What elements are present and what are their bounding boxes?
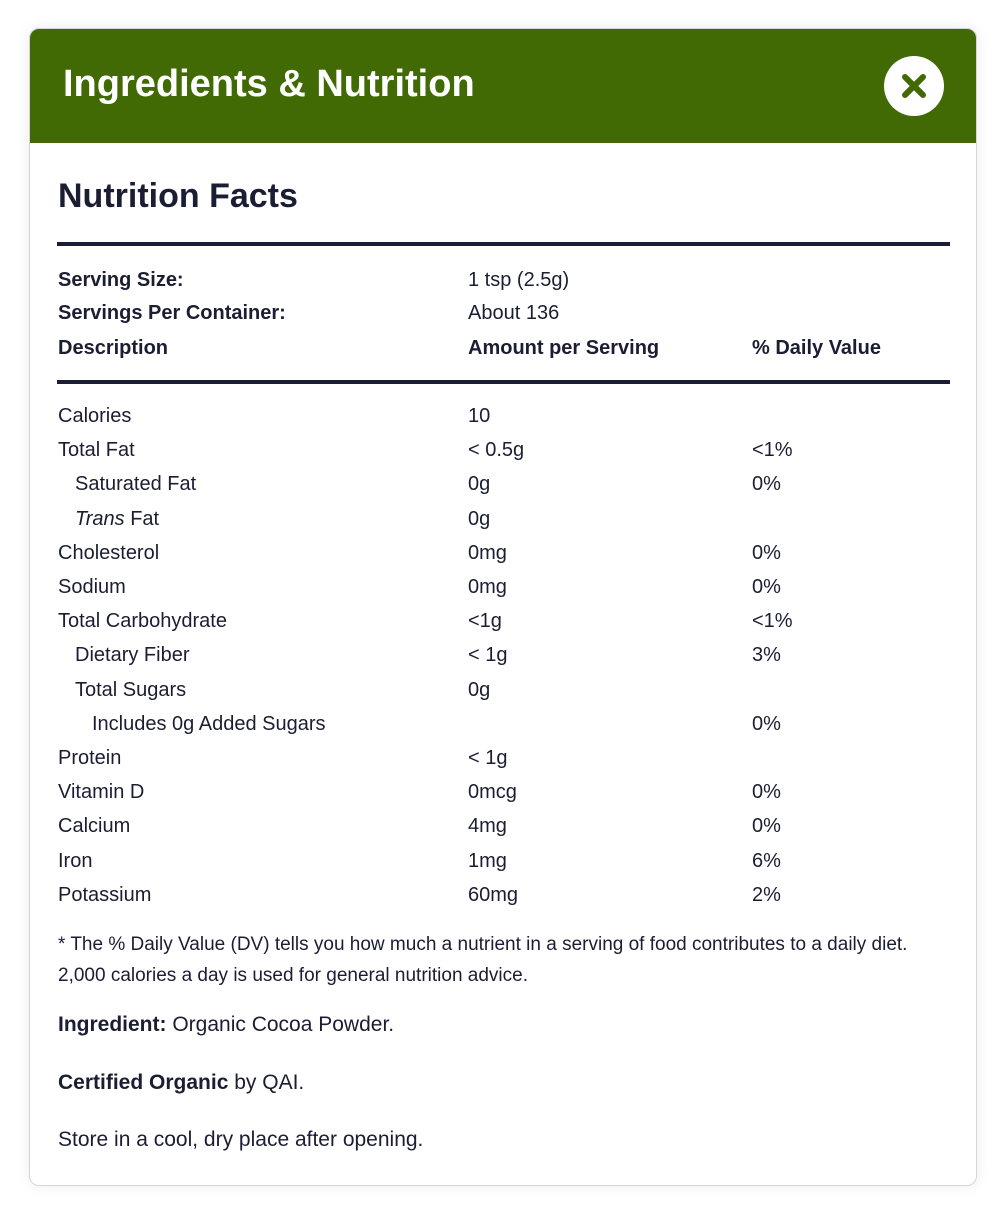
nutrient-amount: 4mg <box>468 815 507 838</box>
column-header: Description <box>58 337 169 359</box>
nutrient-label: Sodium <box>58 576 126 598</box>
column-header: % Daily Value <box>752 337 881 359</box>
nutrient-label: Protein <box>58 747 122 769</box>
nutrient-daily-value: 0% <box>752 781 781 804</box>
close-icon <box>902 74 926 98</box>
nutrient-label: Vitamin D <box>58 781 145 804</box>
nutrient-daily-value: 0% <box>752 815 781 838</box>
ingredient-label: Ingredient: <box>58 1013 167 1036</box>
nutrient-amount: 0g <box>468 678 491 701</box>
nutrient-daily-value: <1% <box>752 439 793 462</box>
column-header: Amount per Serving <box>468 337 660 359</box>
close-button[interactable] <box>884 56 944 116</box>
nutrient-amount: 0g <box>468 507 491 530</box>
nutrient-label: Calcium <box>58 815 131 838</box>
nutrition-panel: Ingredients & Nutrition Nutrition Facts … <box>29 28 977 1186</box>
nutrient-label: Trans Fat <box>75 507 159 531</box>
nutrient-amount: 0mg <box>468 541 507 564</box>
servings-label: Servings Per Container: <box>58 302 286 324</box>
panel-header: Ingredients & Nutrition <box>30 29 976 143</box>
ingredient-text: Organic Cocoa Powder. <box>172 1013 395 1036</box>
nutrient-label: Potassium <box>58 883 152 906</box>
panel-title: Ingredients & Nutrition <box>63 63 475 105</box>
nutrient-daily-value: 0% <box>752 541 781 564</box>
nutrient-daily-value: <1% <box>752 610 793 633</box>
divider <box>57 242 950 246</box>
nutrient-amount: 1mg <box>468 849 507 872</box>
storage-note: Store in a cool, dry place after opening… <box>58 1128 424 1151</box>
certification: Certified Organic by QAI. <box>58 1071 304 1095</box>
serving-size-value: 1 tsp (2.5g) <box>468 269 570 291</box>
servings-value: About 136 <box>468 302 560 324</box>
nutrient-label: Cholesterol <box>58 541 160 564</box>
nutrient-amount: <1g <box>468 610 502 633</box>
divider <box>57 380 950 384</box>
nutrient-label-text: Fat <box>130 507 160 530</box>
serving-size-label: Serving Size: <box>58 269 184 291</box>
nutrient-amount: 0mcg <box>468 781 517 804</box>
nutrient-label: Dietary Fiber <box>75 644 190 667</box>
nutrient-daily-value: 2% <box>752 883 781 906</box>
nutrient-amount: < 1g <box>468 747 508 769</box>
nutrient-daily-value: 0% <box>752 473 781 496</box>
nutrient-amount: < 1g <box>468 644 508 667</box>
ingredient: Ingredient: Organic Cocoa Powder. <box>58 1013 394 1037</box>
nutrient-label: Total Fat <box>58 439 135 462</box>
certified-label: Certified Organic <box>58 1071 229 1094</box>
certified-text: by QAI. <box>234 1071 305 1094</box>
nutrient-daily-value: 0% <box>752 576 781 598</box>
nutrient-daily-value: 0% <box>752 712 781 735</box>
footnote: * The % Daily Value (DV) tells you how m… <box>58 934 908 986</box>
nutrient-daily-value: 3% <box>752 644 781 667</box>
nutrient-label-italic: Trans <box>75 507 125 530</box>
nutrient-amount: 0g <box>468 473 491 496</box>
nutrient-label: Calories <box>58 405 132 427</box>
nutrient-label: Includes 0g Added Sugars <box>92 712 326 735</box>
nutrient-label: Total Carbohydrate <box>58 610 227 633</box>
nutrient-label: Total Sugars <box>75 678 187 701</box>
section-title: Nutrition Facts <box>58 177 298 215</box>
nutrient-amount: 10 <box>468 405 491 427</box>
nutrient-daily-value: 6% <box>752 849 781 872</box>
nutrient-label: Iron <box>58 849 93 872</box>
nutrient-amount: 60mg <box>468 883 519 906</box>
nutrient-amount: < 0.5g <box>468 439 525 462</box>
nutrient-amount: 0mg <box>468 576 507 598</box>
nutrient-label: Saturated Fat <box>75 473 197 496</box>
